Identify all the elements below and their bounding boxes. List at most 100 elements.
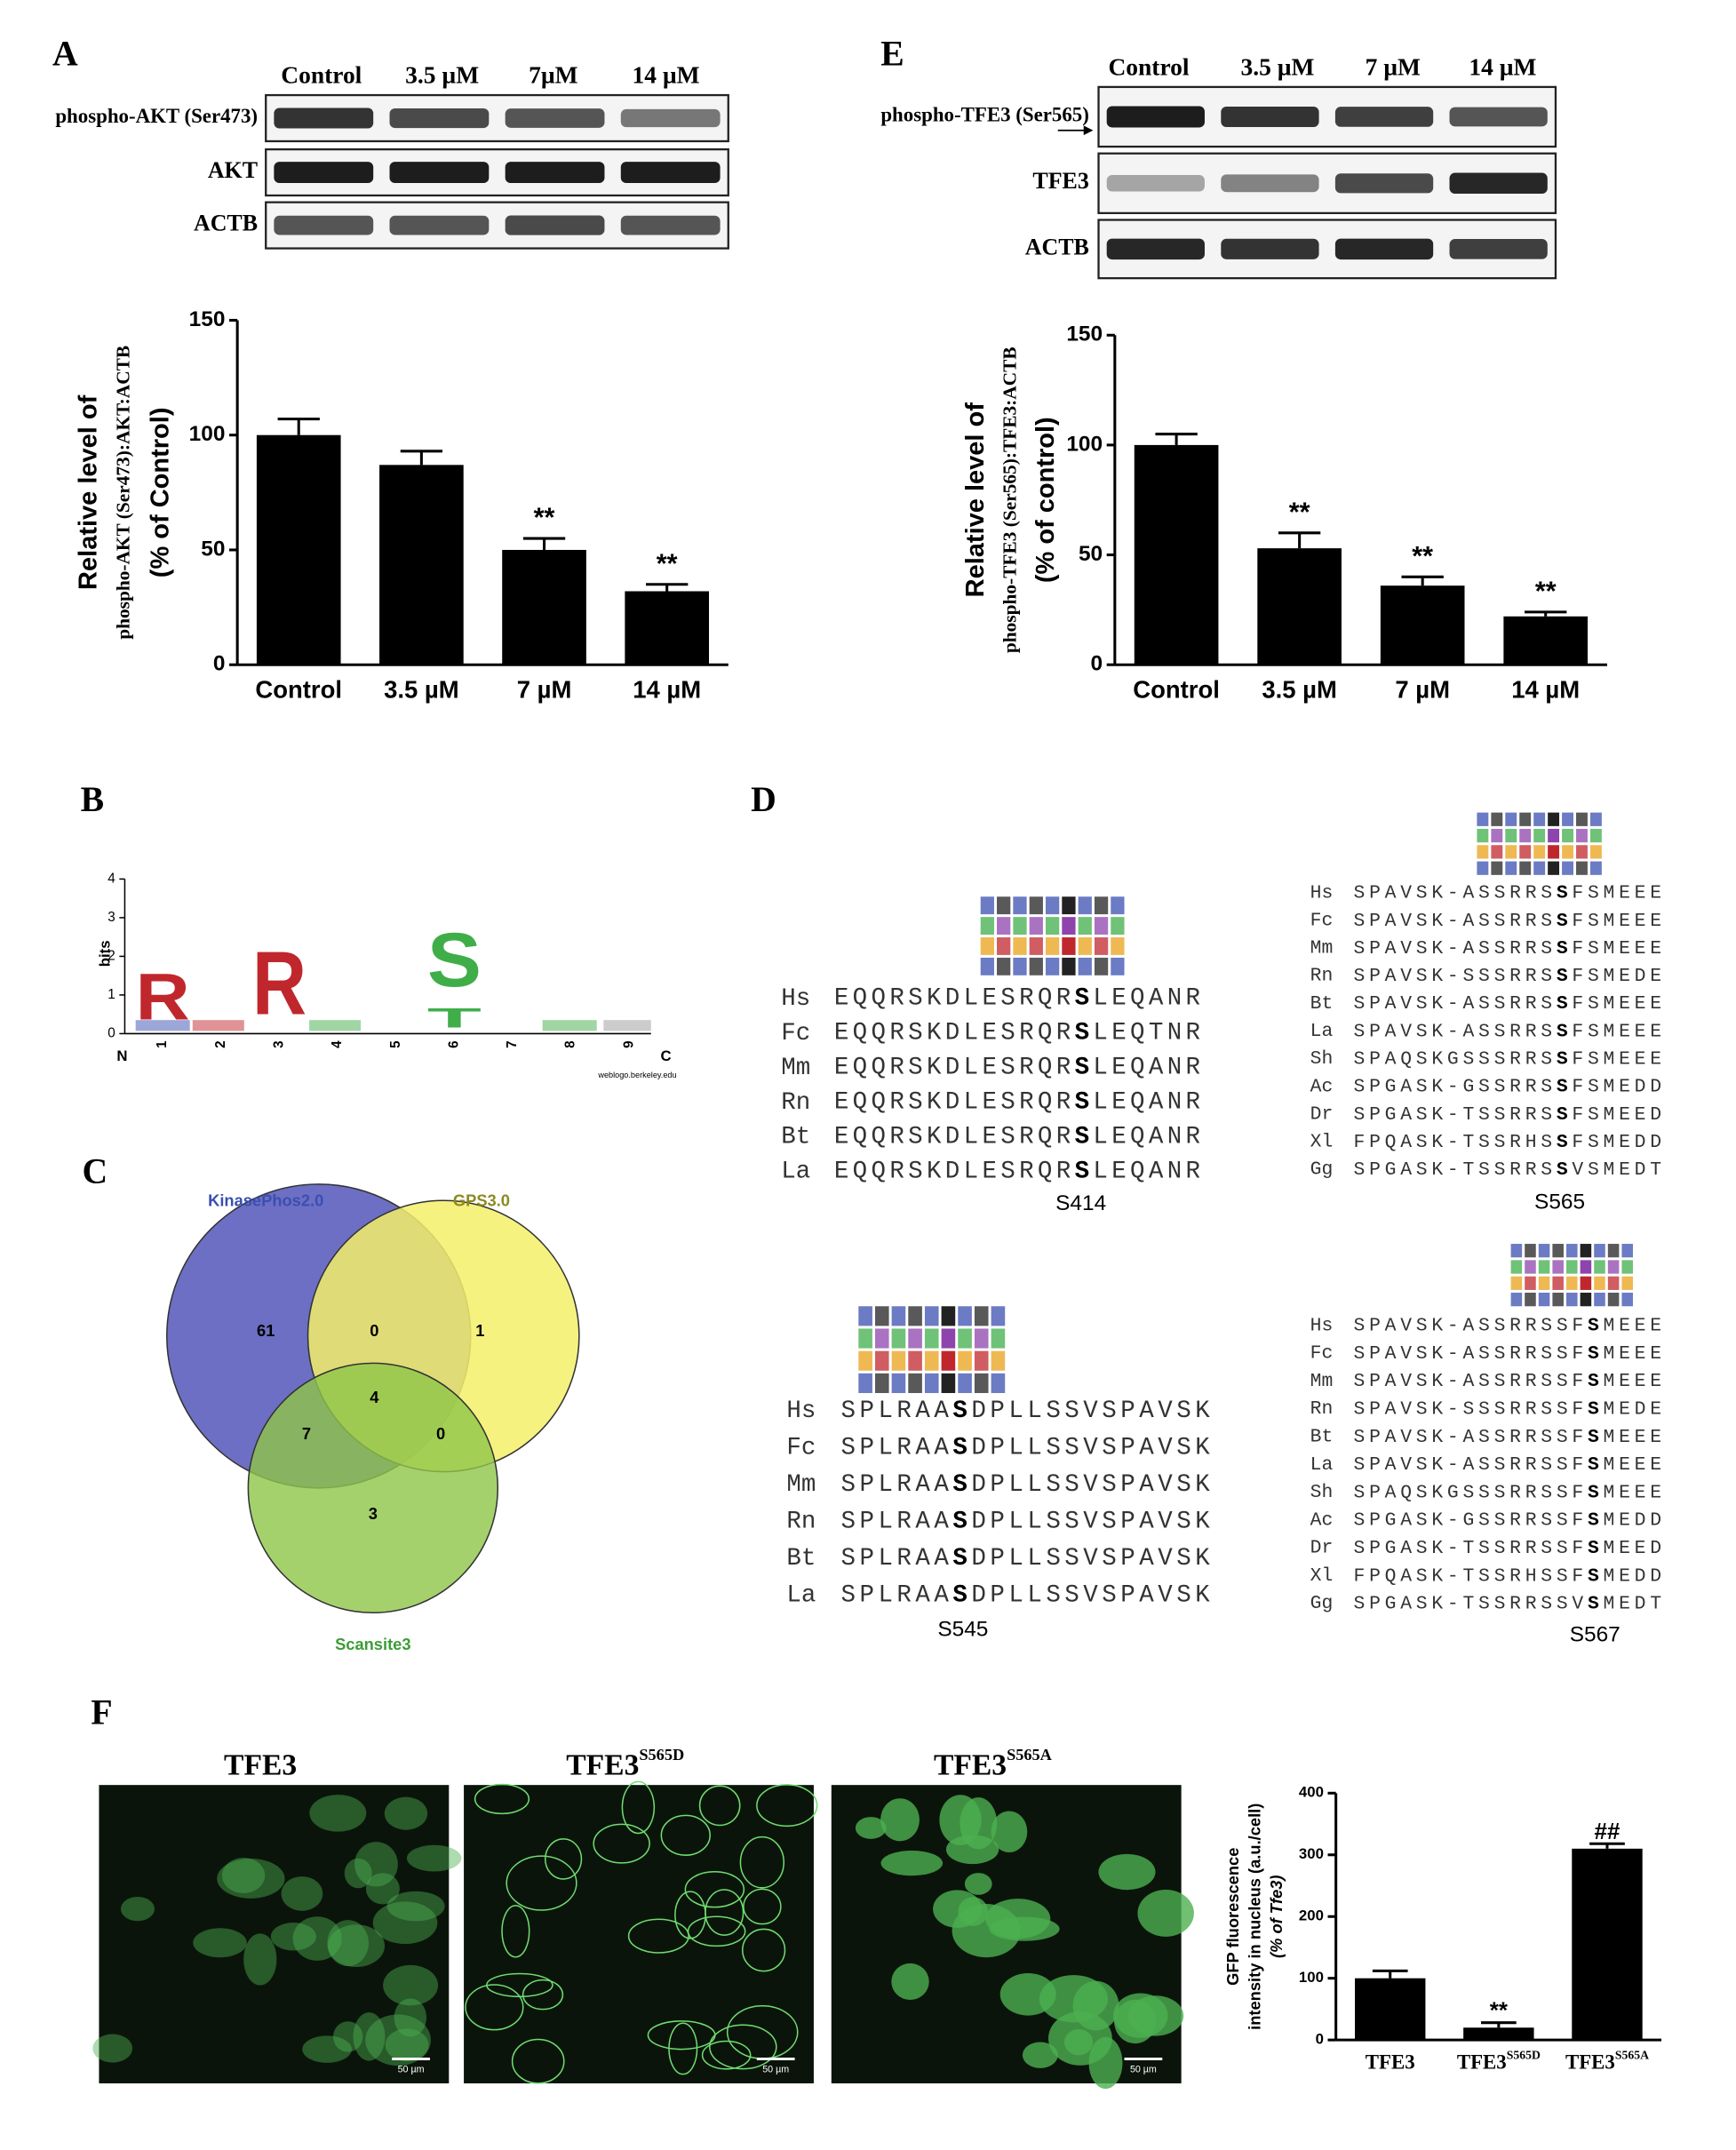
site-residue: S	[1588, 1426, 1599, 1447]
mini-logo-letter	[974, 1328, 989, 1349]
mini-logo-letter	[858, 1350, 872, 1371]
blot-band	[505, 162, 605, 184]
mini-logo-letter	[1589, 812, 1602, 826]
mini-logo-letter	[1045, 896, 1060, 915]
cell	[332, 2021, 363, 2052]
site-residue: S	[952, 1509, 967, 1536]
cell	[756, 1784, 818, 1828]
y-tick-label: 200	[1299, 1907, 1324, 1924]
blot-band	[1221, 106, 1319, 128]
sequence-part: DPLLSSVSPAVSK	[971, 1471, 1210, 1499]
x-tick-label: 3.5 µM	[384, 676, 459, 704]
venn-count: 61	[257, 1321, 275, 1340]
cell	[621, 1780, 656, 1835]
species: Fc	[1310, 1343, 1334, 1365]
cell	[593, 1823, 650, 1864]
site-residue: S	[1588, 1315, 1599, 1336]
cell	[991, 1811, 1028, 1852]
category-name: TFE3	[1366, 2051, 1415, 2074]
cell	[743, 1888, 782, 1925]
sequence-part: EQQRSKDLESRQR	[834, 1020, 1071, 1047]
logo-credit: weblogo.berkeley.edu	[597, 1071, 676, 1079]
site-residue: S	[1588, 1371, 1599, 1392]
cell	[985, 1899, 1051, 1939]
sequence-part: SPAVSK-ASSRRS	[1354, 910, 1553, 931]
logo-y-label: bits	[97, 940, 114, 967]
venn-count: 4	[370, 1388, 379, 1406]
species: Mm	[1310, 938, 1334, 960]
scale-bar-label: 50 µm	[762, 2065, 789, 2075]
blot-band	[389, 162, 490, 184]
mini-logo-letter	[1538, 1276, 1550, 1290]
image-title: TFE3	[224, 1748, 297, 1781]
mini-logo-letter	[1062, 937, 1076, 955]
x-tick-label: Control	[255, 676, 342, 704]
bar	[1380, 585, 1465, 665]
cell	[1039, 1975, 1109, 2023]
blot-band	[620, 162, 721, 184]
cell	[353, 2012, 386, 2061]
sequence-part: SPAVSK-ASSRRSSF	[1354, 1343, 1584, 1365]
x-tick-label: 3.5 µM	[1262, 676, 1337, 704]
species: Fc	[781, 1020, 810, 1047]
mini-logo-letter	[974, 1306, 989, 1326]
species: Hs	[1310, 882, 1334, 904]
y-axis-label: GFP fluorescence	[1223, 1848, 1242, 1986]
sequence-part: DPLLSSVSPAVSK	[971, 1398, 1210, 1425]
logo-y-tick-label: 1	[108, 987, 115, 1002]
mini-logo-letter	[1562, 845, 1573, 859]
cell	[1022, 2042, 1058, 2068]
blot-band	[389, 215, 490, 235]
cell	[674, 1891, 706, 1939]
mini-logo-letter	[1078, 957, 1092, 975]
venn-set-label: GPS3.0	[453, 1191, 510, 1210]
mini-logo-letter	[1589, 828, 1602, 843]
species: Rn	[781, 1089, 810, 1117]
y-axis-label: (% of control)	[1031, 417, 1060, 583]
logo-letter: R	[136, 960, 190, 1033]
mini-logo-letter	[891, 1328, 906, 1349]
cell	[544, 1838, 583, 1880]
category-name: 3.5 µM	[1262, 676, 1337, 704]
panel-label: B	[81, 780, 104, 819]
cell	[627, 1918, 689, 1954]
site-residue: S	[1588, 1509, 1599, 1531]
mini-logo-letter	[1576, 812, 1588, 826]
mini-logo-letter	[1538, 1260, 1550, 1274]
sequence-part: SPAQSKGSSSRRS	[1354, 1048, 1553, 1070]
sequence-part: DPLLSSVSPAVSK	[971, 1545, 1210, 1573]
mini-logo-letter	[891, 1373, 906, 1393]
site-residue: S	[1075, 1089, 1089, 1117]
site-residue: S	[1588, 1482, 1599, 1503]
species: Hs	[786, 1398, 816, 1425]
category-name: 14 µM	[633, 676, 701, 704]
sequence-part: SPAVSK-ASSRRSSF	[1354, 1454, 1584, 1476]
site-residue: S	[1557, 1132, 1568, 1153]
mini-logo-letter	[980, 937, 994, 955]
site-residue: S	[1588, 1538, 1599, 1559]
blot-band	[274, 215, 374, 235]
mini-logo-letter	[908, 1350, 922, 1371]
mini-logo-letter	[1491, 861, 1503, 875]
mini-logo-letter	[1589, 861, 1602, 875]
x-tick-label: TFE3S565D	[1457, 2049, 1541, 2074]
mini-logo-letter	[1580, 1244, 1592, 1258]
bar	[379, 465, 464, 665]
species: Ac	[1310, 1509, 1334, 1531]
mini-logo-letter	[1111, 917, 1125, 936]
mini-logo-letter	[997, 937, 1011, 955]
mini-logo-letter	[1525, 1244, 1536, 1258]
logo-position: 5	[388, 1040, 403, 1048]
image-title-superscript: S565A	[1007, 1746, 1053, 1764]
bar	[1572, 1848, 1643, 2041]
species: Xl	[1310, 1132, 1334, 1153]
sequence-part: SPGASK-GSSRRSSF	[1354, 1509, 1584, 1531]
cell	[522, 1979, 564, 2011]
mini-logo-letter	[1548, 861, 1560, 875]
mini-logo-letter	[1576, 861, 1588, 875]
species: Fc	[786, 1435, 816, 1462]
venn-count: 3	[369, 1504, 378, 1523]
cell	[193, 1928, 247, 1958]
blot-column-label: 14 µM	[632, 62, 699, 89]
mini-logo-letter	[974, 1373, 989, 1393]
